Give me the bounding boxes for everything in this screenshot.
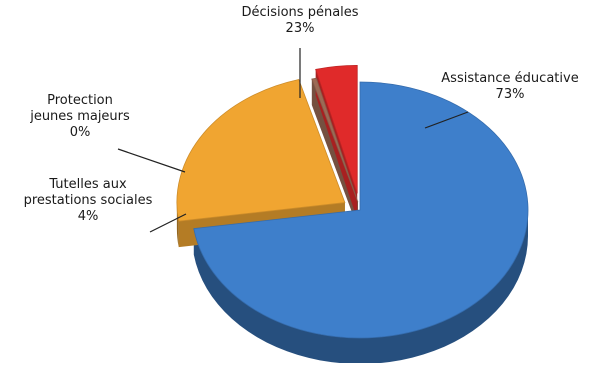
pie-top-group (176, 64, 529, 339)
slice-label-2-line-0: Protection (47, 93, 113, 108)
slice-label-1-line-0: Décisions pénales (241, 5, 358, 20)
pie-slice-3 (315, 64, 358, 194)
slice-label-0: Assistance éducative 73% (441, 71, 578, 102)
slice-label-3: Tutelles aux prestations sociales 4% (24, 177, 153, 224)
slice-label-1-line-1: 23% (286, 21, 315, 36)
slice-label-2: Protection jeunes majeurs 0% (29, 93, 130, 140)
pie-slice-0 (193, 81, 529, 339)
slice-label-0-line-1: 73% (496, 87, 525, 102)
slice-label-0-line-0: Assistance éducative (441, 71, 578, 86)
slice-label-2-line-1: jeunes majeurs (29, 109, 130, 124)
slice-label-3-line-0: Tutelles aux (48, 177, 127, 192)
pie-slice-2 (311, 77, 359, 203)
leader-line-2 (117, 148, 186, 173)
slice-label-2-line-2: 0% (70, 125, 91, 140)
pie-labels-group: Assistance éducative 73% Décisions pénales… (24, 5, 579, 233)
slice-label-3-line-1: prestations sociales (24, 193, 153, 208)
leader-line-0 (424, 111, 469, 129)
slice-label-1: Décisions pénales 23% (241, 5, 358, 36)
pie-slice-1 (176, 79, 346, 222)
pie-slice-side-0 (193, 210, 529, 364)
leader-line-3 (149, 213, 187, 233)
slice-label-3-line-2: 4% (78, 209, 99, 224)
